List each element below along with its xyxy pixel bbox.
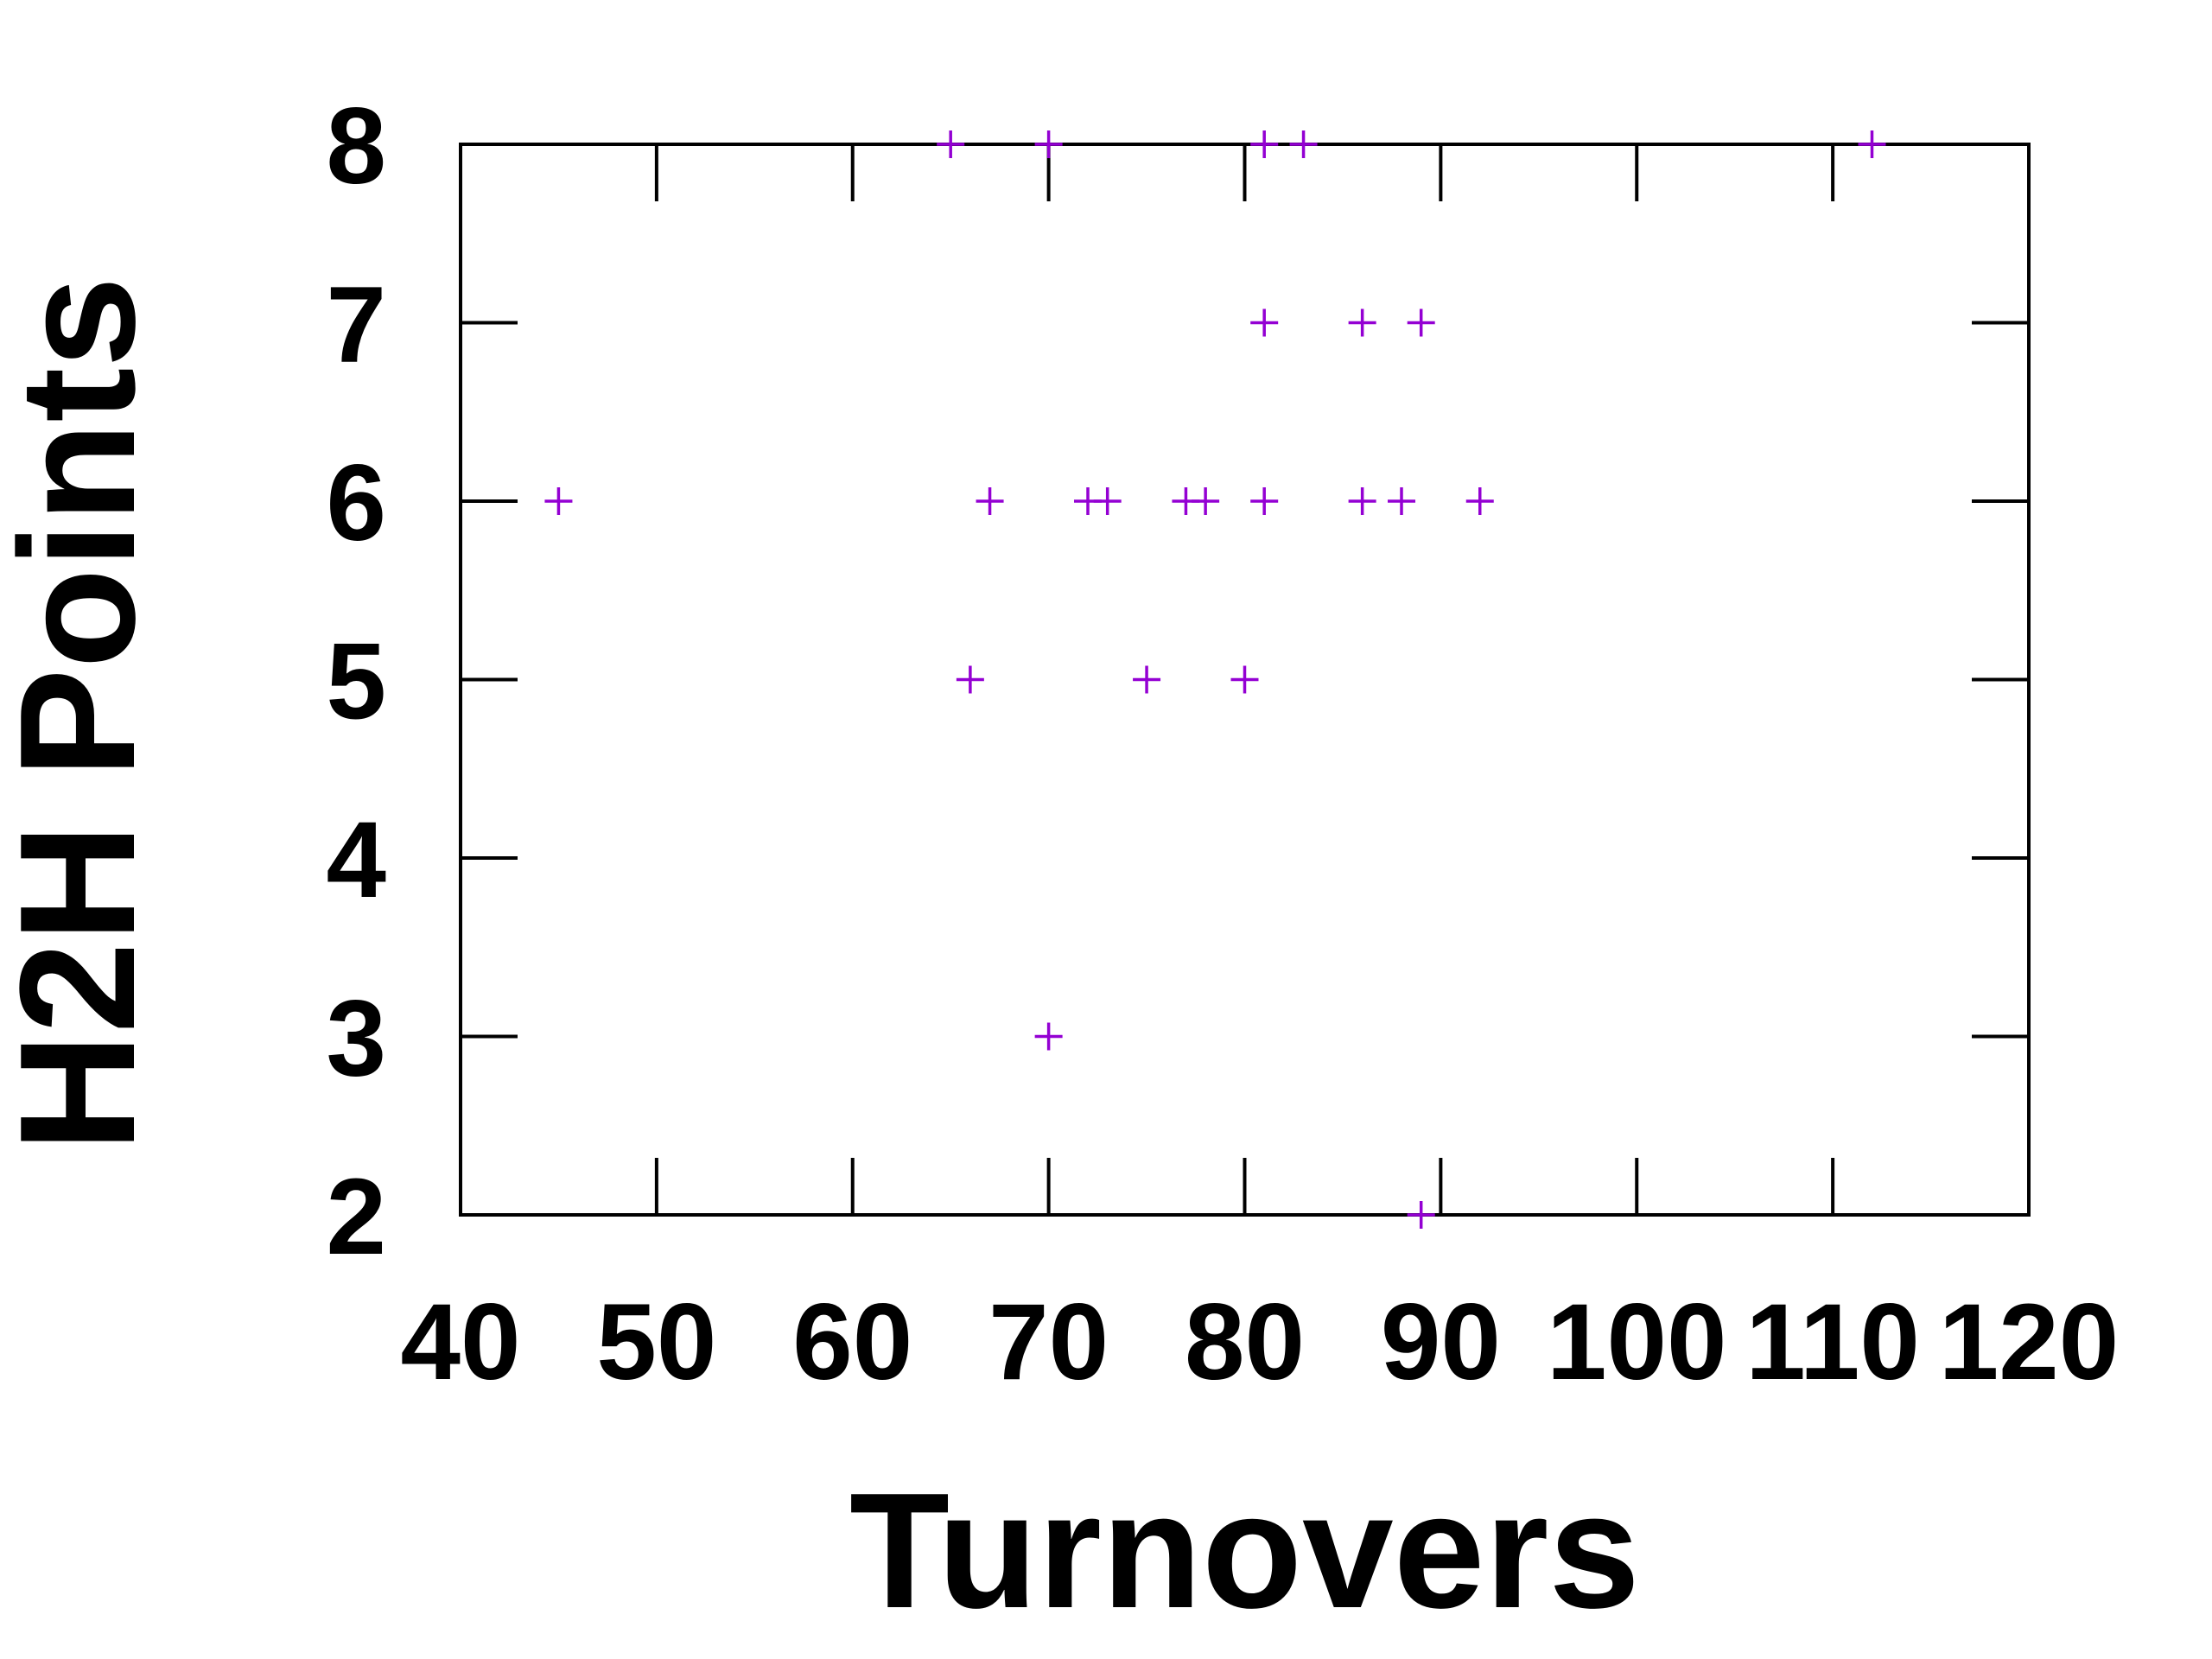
y-tick-label: 7 xyxy=(326,265,386,385)
y-tick-label: 3 xyxy=(326,979,386,1099)
y-tick-label: 4 xyxy=(326,800,386,920)
data-point xyxy=(1348,308,1376,337)
data-point xyxy=(1388,487,1415,515)
data-point xyxy=(976,487,1004,515)
data-point xyxy=(1034,130,1063,158)
data-point xyxy=(1192,487,1220,515)
data-point xyxy=(1133,665,1161,694)
x-tick-label: 80 xyxy=(1185,1282,1305,1402)
data-points xyxy=(544,130,1886,1229)
y-axis-title: H2H Points xyxy=(0,276,169,1152)
x-tick-label: 110 xyxy=(1745,1282,1920,1402)
y-tick-label: 6 xyxy=(326,443,386,563)
x-tick-label: 90 xyxy=(1381,1282,1501,1402)
x-tick-label: 60 xyxy=(792,1282,912,1402)
x-tick-labels: 40 50 60 70 80 90 100 110 120 xyxy=(400,1282,2119,1402)
x-tick-label: 70 xyxy=(988,1282,1109,1402)
x-axis-title: Turnovers xyxy=(849,1459,1640,1643)
y-tick-label: 8 xyxy=(326,86,386,207)
plot-frame xyxy=(459,143,2031,1217)
x-tick-label: 120 xyxy=(1939,1282,2120,1402)
x-tick-label: 100 xyxy=(1547,1282,1727,1402)
x-tick-label: 40 xyxy=(400,1282,520,1402)
data-point xyxy=(1230,665,1259,694)
data-point xyxy=(956,665,984,694)
data-point xyxy=(1465,487,1494,515)
data-point xyxy=(544,487,573,515)
data-point xyxy=(1034,1022,1063,1051)
data-point xyxy=(1858,130,1886,158)
data-point xyxy=(1250,130,1279,158)
x-tick-label: 50 xyxy=(596,1282,716,1402)
data-point xyxy=(1250,487,1279,515)
data-point xyxy=(1289,130,1318,158)
data-point xyxy=(1407,1201,1435,1229)
data-point xyxy=(937,130,965,158)
y-tick-label: 2 xyxy=(326,1157,386,1277)
data-point xyxy=(1407,308,1435,337)
data-point xyxy=(1093,487,1122,515)
y-tick-label: 5 xyxy=(326,622,386,742)
data-point xyxy=(1348,487,1376,515)
data-point xyxy=(1250,308,1279,337)
y-tick-labels: 2 3 4 5 6 7 8 xyxy=(326,86,386,1277)
